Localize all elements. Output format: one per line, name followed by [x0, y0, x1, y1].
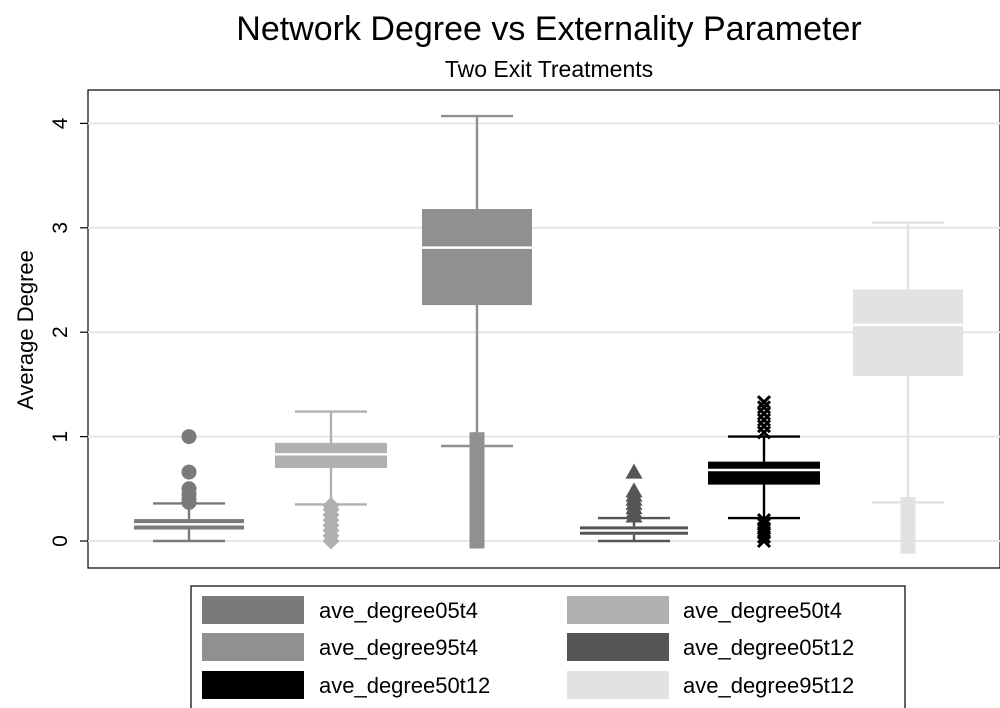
y-axis: 0 1 2 3 4 — [49, 117, 88, 547]
legend-swatch — [567, 633, 669, 661]
outlier-ave_degree50t12-11 — [756, 395, 772, 410]
legend-swatch — [202, 596, 304, 624]
legend-swatch — [202, 671, 304, 699]
legend-label: ave_degree50t12 — [319, 673, 490, 698]
y-tick-label-0: 0 — [49, 535, 72, 547]
outlier-ave_degree95t12-7 — [900, 496, 916, 512]
box-ave_degree05t12 — [580, 463, 688, 543]
legend-frame — [190, 585, 906, 708]
outlier-ave_degree50t12-10 — [756, 400, 772, 415]
outlier-ave_degree05t4-3 — [181, 481, 197, 497]
legend-item-ave_degree95t4: ave_degree95t4 — [202, 633, 478, 661]
legend-label: ave_degree50t4 — [683, 598, 842, 623]
y-axis-label: Average Degree — [13, 250, 38, 410]
box-ave_degree95t4 — [422, 114, 532, 549]
y-tick-label-4: 4 — [49, 117, 72, 129]
outlier-ave_degree50t4-7 — [322, 497, 340, 515]
outlier-ave_degree05t4-4 — [181, 464, 197, 480]
grid-lines — [88, 122, 1000, 542]
outlier-ave_degree50t12-4 — [756, 517, 772, 532]
legend-item-ave_degree05t12: ave_degree05t12 — [567, 633, 854, 661]
legend-item-ave_degree95t12: ave_degree95t12 — [567, 671, 854, 699]
box-ave_degree05t4 — [134, 429, 244, 543]
marker-x-b — [756, 395, 772, 410]
legend-label: ave_degree05t12 — [683, 635, 854, 660]
outlier-ave_degree05t12-7 — [625, 463, 643, 479]
box-iqr — [853, 289, 963, 377]
marker-x-b — [756, 400, 772, 415]
outlier-ave_degree50t12-5 — [756, 513, 772, 528]
y-tick-label-2: 2 — [49, 326, 72, 338]
y-tick-label-1: 1 — [49, 431, 72, 443]
outlier-ave_degree05t4-5 — [181, 429, 197, 445]
box-iqr — [708, 461, 820, 485]
marker-x-b — [756, 517, 772, 532]
legend-swatch — [567, 596, 669, 624]
legend-label: ave_degree95t12 — [683, 673, 854, 698]
chart-subtitle: Two Exit Treatments — [445, 56, 653, 82]
legend-swatch — [567, 671, 669, 699]
box-ave_degree95t12 — [853, 221, 963, 554]
outlier-ave_degree95t4-11 — [469, 432, 485, 448]
outlier-ave_degree05t12-6 — [625, 482, 643, 498]
chart-title: Network Degree vs Externality Parameter — [236, 10, 861, 48]
y-tick-label-3: 3 — [49, 222, 72, 234]
legend-item-ave_degree05t4: ave_degree05t4 — [202, 596, 478, 624]
plot-area — [87, 89, 1000, 569]
legend: ave_degree05t4 ave_degree50t4 ave_degree95… — [202, 596, 854, 699]
box-ave_degree50t4 — [275, 410, 387, 550]
box-iqr — [422, 209, 532, 306]
marker-x-b — [756, 513, 772, 528]
legend-swatch — [202, 633, 304, 661]
legend-item-ave_degree50t12: ave_degree50t12 — [202, 671, 490, 699]
legend-item-ave_degree50t4: ave_degree50t4 — [567, 596, 842, 624]
box-plots — [134, 114, 963, 554]
box-ave_degree50t12 — [708, 395, 820, 549]
legend-label: ave_degree95t4 — [319, 635, 478, 660]
legend-label: ave_degree05t4 — [319, 598, 478, 623]
